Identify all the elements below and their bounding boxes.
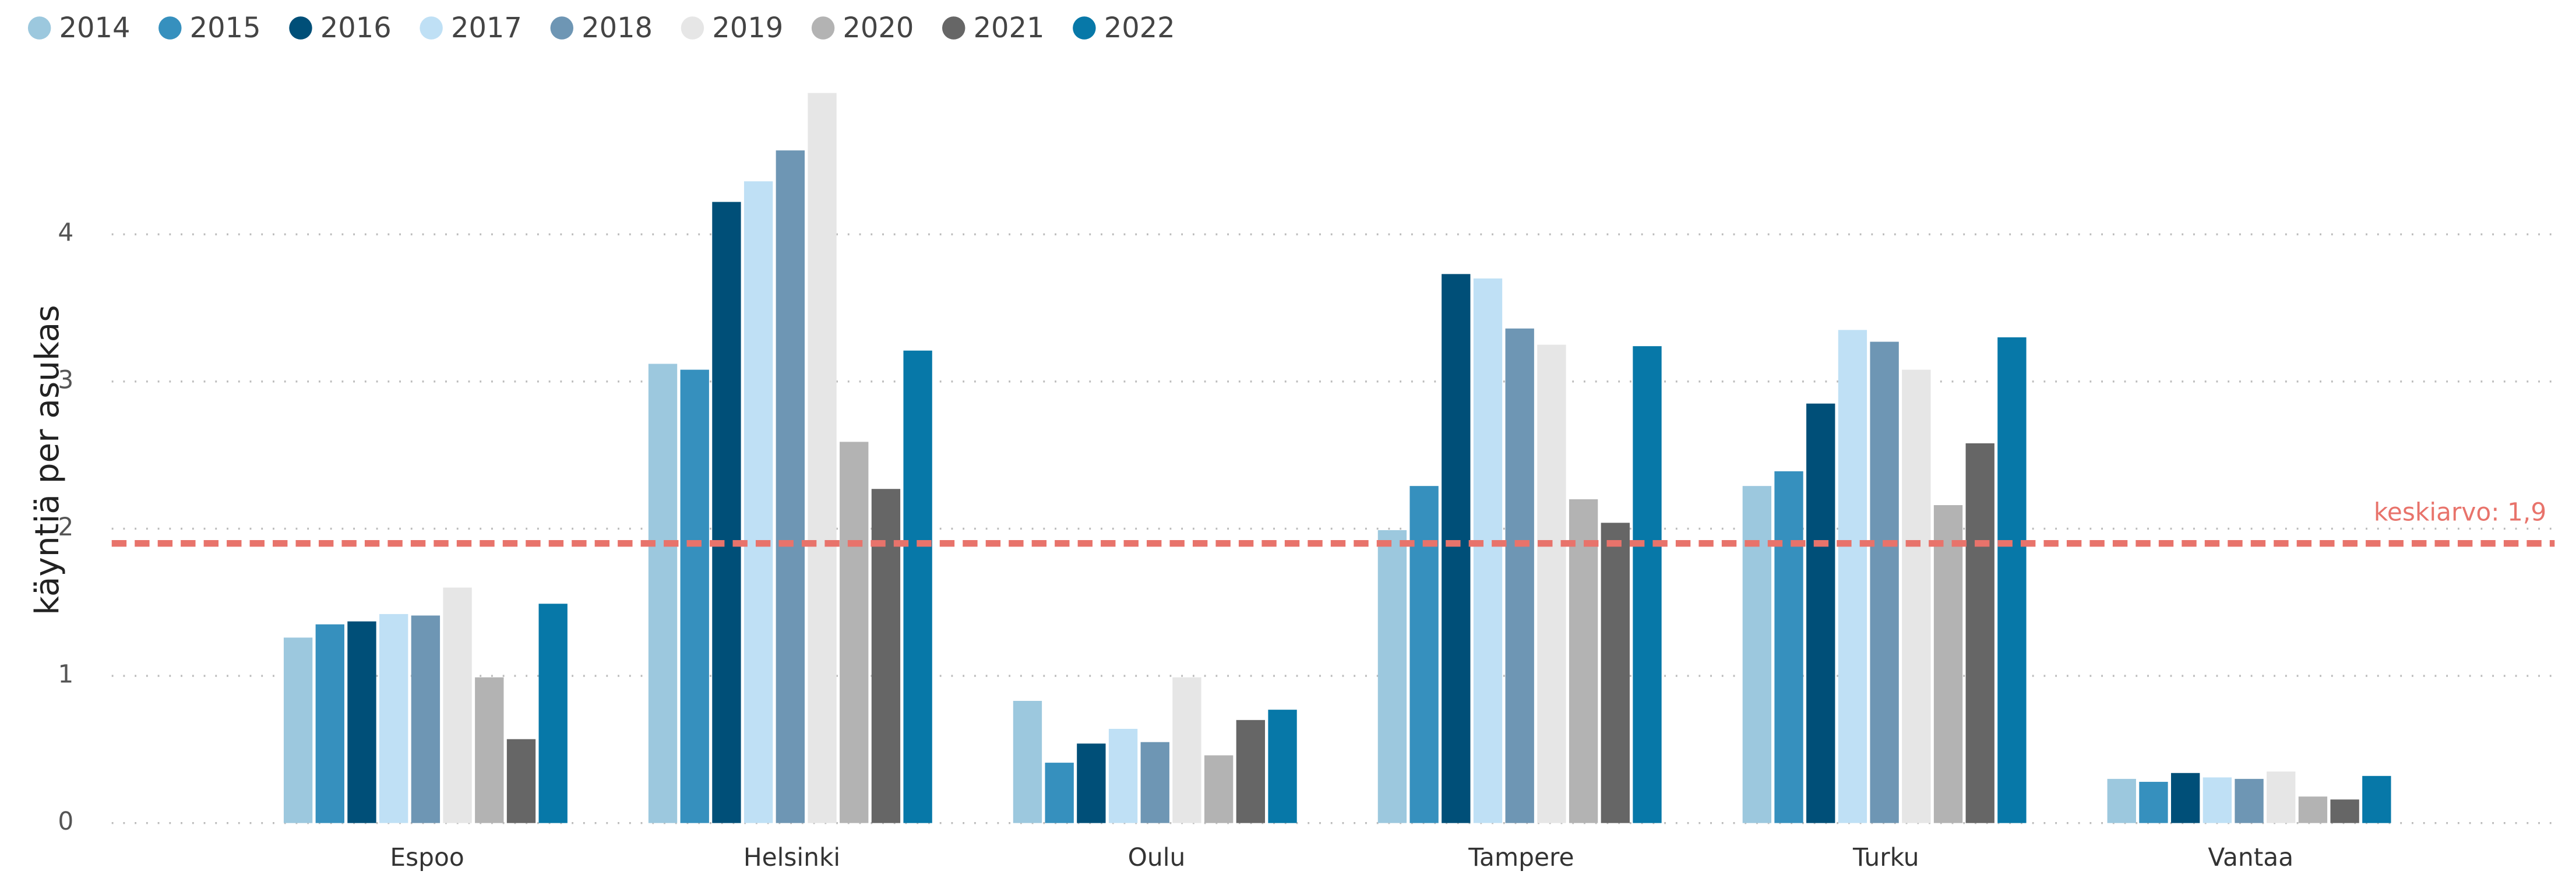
- bar: [2330, 799, 2359, 823]
- legend-swatch: [420, 16, 443, 40]
- bar: [1806, 403, 1835, 823]
- bar: [1013, 700, 1042, 823]
- y-axis-label: käyntiä per asukas: [29, 305, 66, 615]
- bar: [1236, 720, 1266, 823]
- x-tick-label: Espoo: [390, 843, 464, 872]
- legend-label: 2020: [843, 12, 914, 44]
- y-tick-label: 2: [58, 513, 73, 541]
- legend-label: 2017: [451, 12, 522, 44]
- bar: [1838, 330, 1867, 823]
- bar: [1965, 443, 1994, 823]
- legend-swatch: [158, 16, 182, 40]
- x-tick-label: Vantaa: [2208, 843, 2293, 872]
- bar: [808, 93, 837, 823]
- x-tick-label: Tampere: [1468, 843, 1574, 872]
- bar: [1108, 728, 1138, 823]
- bar: [648, 364, 678, 823]
- y-tick-label: 0: [58, 807, 73, 835]
- y-tick-label: 3: [58, 365, 73, 394]
- bar: [1172, 677, 1201, 823]
- bar: [1505, 328, 1534, 823]
- bar: [1633, 346, 1662, 823]
- bar: [840, 442, 869, 823]
- bar: [2107, 778, 2136, 823]
- bar: [903, 350, 932, 823]
- bar: [538, 604, 568, 823]
- bar: [411, 615, 441, 823]
- bar: [1377, 530, 1407, 823]
- bar: [315, 624, 344, 823]
- bar: [347, 621, 376, 823]
- bar: [712, 202, 741, 823]
- bar: [743, 181, 773, 823]
- legend-label: 2022: [1104, 12, 1175, 44]
- legend-label: 2015: [190, 12, 261, 44]
- bar: [283, 637, 313, 823]
- bar: [1902, 369, 1931, 823]
- bar: [2298, 796, 2328, 823]
- legend-swatch: [681, 16, 704, 40]
- bar: [1077, 743, 1106, 823]
- y-tick-label: 4: [58, 218, 73, 247]
- bar: [506, 739, 536, 823]
- bar: [443, 587, 472, 823]
- bar: [2267, 771, 2296, 823]
- bar: [1601, 523, 1630, 823]
- bar: [1774, 471, 1803, 823]
- legend-label: 2014: [59, 12, 131, 44]
- legend-swatch: [289, 16, 312, 40]
- legend-label: 2018: [582, 12, 653, 44]
- y-tick-label: 1: [58, 660, 73, 689]
- x-tick-label: Oulu: [1128, 843, 1186, 872]
- legend-swatch: [811, 16, 835, 40]
- bar: [2235, 778, 2264, 823]
- bar: [2170, 773, 2200, 823]
- legend-label: 2016: [320, 12, 392, 44]
- bar: [1569, 499, 1598, 823]
- bar: [1742, 486, 1772, 823]
- bar: [1537, 344, 1566, 823]
- x-tick-label: Helsinki: [743, 843, 840, 872]
- legend-swatch: [27, 16, 51, 40]
- bar: [1409, 486, 1439, 823]
- bar: [1870, 341, 1899, 823]
- legend-label: 2019: [712, 12, 783, 44]
- bar: [2139, 781, 2168, 823]
- bar: [1268, 710, 1297, 823]
- bar: [1204, 755, 1234, 823]
- legend-swatch: [1073, 16, 1096, 40]
- legend-swatch: [550, 16, 574, 40]
- bar: [2362, 775, 2391, 823]
- bar: [776, 150, 805, 823]
- legend-label: 2021: [974, 12, 1045, 44]
- bar: [1997, 337, 2027, 823]
- bar: [1933, 505, 1963, 823]
- bar: [379, 613, 408, 823]
- reference-label: keskiarvo: 1,9: [2374, 498, 2546, 526]
- bar: [680, 369, 709, 823]
- bar: [475, 677, 504, 823]
- bar: [1140, 742, 1169, 823]
- x-tick-label: Turku: [1852, 843, 1919, 872]
- bar: [871, 489, 901, 823]
- bar: [2203, 777, 2232, 823]
- bar: [1045, 763, 1074, 823]
- legend-swatch: [942, 16, 965, 40]
- bar: [1442, 274, 1471, 823]
- bar: [1473, 278, 1503, 823]
